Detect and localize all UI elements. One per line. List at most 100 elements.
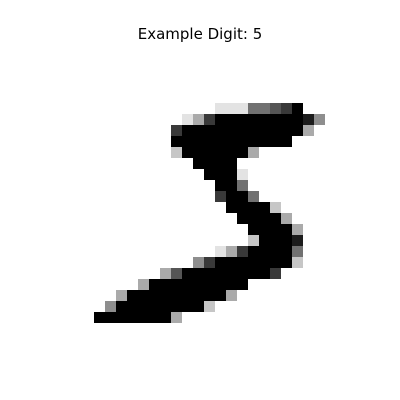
digit-pixel [248, 48, 259, 59]
digit-pixel [259, 103, 270, 114]
digit-pixel [336, 235, 347, 246]
digit-pixel [72, 235, 83, 246]
digit-pixel [248, 191, 259, 202]
digit-pixel [50, 125, 61, 136]
digit-pixel [193, 158, 204, 169]
digit-pixel [83, 235, 94, 246]
digit-pixel [50, 290, 61, 301]
digit-pixel [149, 312, 160, 323]
digit-pixel [226, 81, 237, 92]
digit-pixel [149, 268, 160, 279]
digit-pixel [303, 81, 314, 92]
digit-pixel [270, 345, 281, 356]
digit-pixel [149, 81, 160, 92]
digit-pixel [61, 81, 72, 92]
digit-pixel [226, 158, 237, 169]
digit-pixel [303, 257, 314, 268]
digit-pixel [259, 158, 270, 169]
digit-pixel [105, 136, 116, 147]
digit-pixel [314, 48, 325, 59]
digit-pixel [171, 279, 182, 290]
digit-pixel [61, 235, 72, 246]
digit-pixel [138, 147, 149, 158]
digit-pixel [215, 213, 226, 224]
digit-pixel [50, 202, 61, 213]
digit-pixel [116, 103, 127, 114]
digit-pixel [303, 48, 314, 59]
digit-pixel [127, 224, 138, 235]
digit-pixel [325, 224, 336, 235]
digit-pixel [325, 81, 336, 92]
digit-pixel [105, 213, 116, 224]
digit-pixel [270, 48, 281, 59]
digit-pixel [292, 257, 303, 268]
digit-pixel [160, 158, 171, 169]
digit-pixel [281, 268, 292, 279]
digit-pixel [248, 81, 259, 92]
digit-pixel [281, 213, 292, 224]
digit-pixel [292, 136, 303, 147]
digit-pixel [259, 59, 270, 70]
digit-pixel [50, 81, 61, 92]
digit-pixel [72, 158, 83, 169]
digit-pixel [226, 70, 237, 81]
digit-pixel [281, 81, 292, 92]
digit-pixel [248, 59, 259, 70]
digit-pixel [347, 235, 358, 246]
digit-pixel [193, 48, 204, 59]
digit-pixel [226, 334, 237, 345]
digit-pixel [292, 103, 303, 114]
digit-pixel [83, 202, 94, 213]
digit-pixel [149, 301, 160, 312]
digit-pixel [193, 257, 204, 268]
digit-pixel [193, 70, 204, 81]
digit-pixel [270, 279, 281, 290]
digit-pixel [193, 125, 204, 136]
digit-pixel [72, 48, 83, 59]
digit-pixel [259, 334, 270, 345]
digit-pixel [149, 213, 160, 224]
digit-pixel [281, 323, 292, 334]
digit-pixel [292, 224, 303, 235]
digit-pixel [94, 213, 105, 224]
digit-pixel [72, 125, 83, 136]
digit-pixel [83, 246, 94, 257]
digit-pixel [61, 125, 72, 136]
digit-pixel [325, 169, 336, 180]
digit-pixel [127, 169, 138, 180]
digit-pixel [171, 59, 182, 70]
digit-pixel [116, 334, 127, 345]
digit-pixel [50, 279, 61, 290]
digit-pixel [237, 191, 248, 202]
digit-pixel [215, 136, 226, 147]
digit-pixel [314, 334, 325, 345]
digit-pixel [292, 246, 303, 257]
digit-pixel [281, 147, 292, 158]
digit-pixel [72, 92, 83, 103]
digit-pixel [72, 224, 83, 235]
digit-pixel [226, 224, 237, 235]
digit-pixel [182, 191, 193, 202]
digit-pixel [215, 158, 226, 169]
digit-pixel [171, 235, 182, 246]
digit-pixel [193, 59, 204, 70]
digit-pixel [193, 224, 204, 235]
digit-pixel [105, 191, 116, 202]
digit-pixel [72, 290, 83, 301]
digit-pixel [160, 202, 171, 213]
digit-pixel [281, 125, 292, 136]
digit-pixel [105, 290, 116, 301]
digit-pixel [237, 202, 248, 213]
digit-pixel [61, 147, 72, 158]
digit-pixel [336, 81, 347, 92]
digit-pixel [215, 345, 226, 356]
digit-pixel [270, 224, 281, 235]
digit-pixel [248, 290, 259, 301]
digit-pixel [270, 59, 281, 70]
digit-pixel [94, 125, 105, 136]
digit-pixel [226, 268, 237, 279]
digit-pixel [336, 169, 347, 180]
digit-pixel [193, 81, 204, 92]
digit-pixel [259, 323, 270, 334]
digit-pixel [281, 224, 292, 235]
